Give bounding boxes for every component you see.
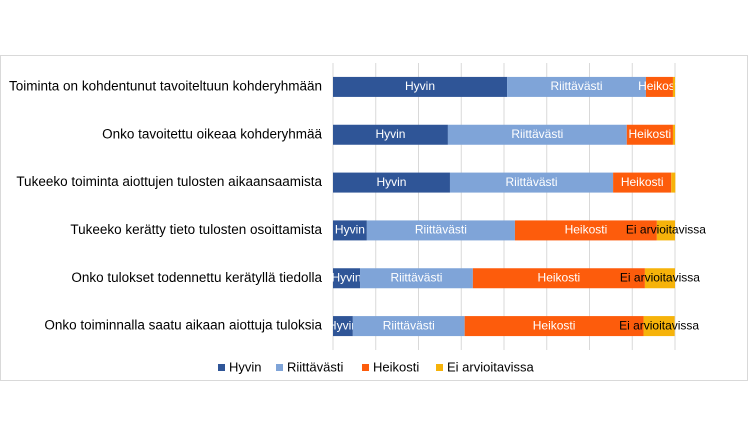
legend-label: Riittävästi bbox=[287, 359, 343, 374]
legend-label: Ei arvioitavissa bbox=[447, 359, 534, 374]
legend-swatch bbox=[436, 364, 443, 371]
segment-label: Heikosti bbox=[533, 318, 576, 332]
bar-segment bbox=[333, 268, 361, 289]
bar-segment bbox=[449, 172, 614, 193]
segment-label: Riittävästi bbox=[511, 127, 563, 141]
bar-segment bbox=[447, 124, 627, 145]
legend-swatch bbox=[362, 364, 369, 371]
segment-label: Riittävästi bbox=[550, 79, 602, 93]
segment-label: Hyvin bbox=[375, 127, 405, 141]
category-label: Tukeeko toiminta aiottujen tulosten aika… bbox=[16, 174, 322, 189]
bar-segment bbox=[352, 316, 465, 337]
bar-segment bbox=[626, 124, 673, 145]
bar-segment bbox=[672, 124, 675, 145]
bar-segment bbox=[645, 76, 673, 97]
segment-label: Riittävästi bbox=[415, 223, 467, 237]
bar-segment bbox=[643, 316, 675, 337]
category-label: Onko toiminnalla saatu aikaan aiottuja t… bbox=[44, 318, 322, 333]
bar-segment bbox=[672, 76, 675, 97]
bar-segment bbox=[333, 220, 367, 241]
segment-label: Riittävästi bbox=[506, 175, 558, 189]
legend-label: Hyvin bbox=[229, 359, 262, 374]
bar-segment bbox=[507, 76, 646, 97]
segment-label: Heikosti bbox=[565, 223, 608, 237]
segment-label: Ei arvioitavissa bbox=[619, 318, 699, 332]
segment-label: Heikosti bbox=[621, 175, 664, 189]
legend-label: Heikosti bbox=[373, 359, 419, 374]
segment-label: Ei arvioitavissa bbox=[626, 223, 706, 237]
bar-segment bbox=[333, 76, 508, 97]
bar-segment bbox=[613, 172, 672, 193]
segment-label: Hyvin bbox=[376, 175, 406, 189]
segment-label: Heikosti bbox=[538, 270, 581, 284]
segment-label: Hyvin bbox=[335, 223, 365, 237]
segment-label: Heikosti bbox=[629, 127, 672, 141]
bar-segment bbox=[333, 316, 353, 337]
bar-segment bbox=[333, 172, 450, 193]
segment-label: Hyvin bbox=[332, 270, 362, 284]
bar-segment bbox=[472, 268, 645, 289]
bar-segment bbox=[644, 268, 675, 289]
legend-swatch bbox=[276, 364, 283, 371]
bar-segment bbox=[671, 172, 676, 193]
segment-label: Riittävästi bbox=[383, 318, 435, 332]
bar-segment bbox=[464, 316, 644, 337]
segment-label: Hyvin bbox=[405, 79, 435, 93]
segment-label: Ei arvioitavissa bbox=[620, 270, 700, 284]
segment-label: Riittävästi bbox=[390, 270, 442, 284]
bar-segment bbox=[333, 124, 448, 145]
category-label: Onko tavoitettu oikeaa kohderyhmää bbox=[102, 126, 322, 141]
segment-label: Hyvin bbox=[328, 318, 358, 332]
bar-segment bbox=[366, 220, 515, 241]
legend-swatch bbox=[218, 364, 225, 371]
bar-segment bbox=[360, 268, 473, 289]
bar-segment bbox=[514, 220, 657, 241]
category-label: Onko tulokset todennettu kerätyllä tiedo… bbox=[71, 270, 322, 285]
category-label: Toiminta on kohdentunut tavoiteltuun koh… bbox=[9, 78, 322, 93]
segment-label: Heikosti bbox=[638, 79, 681, 93]
bar-segment bbox=[656, 220, 675, 241]
category-label: Tukeeko kerätty tieto tulosten osoittami… bbox=[70, 222, 322, 237]
